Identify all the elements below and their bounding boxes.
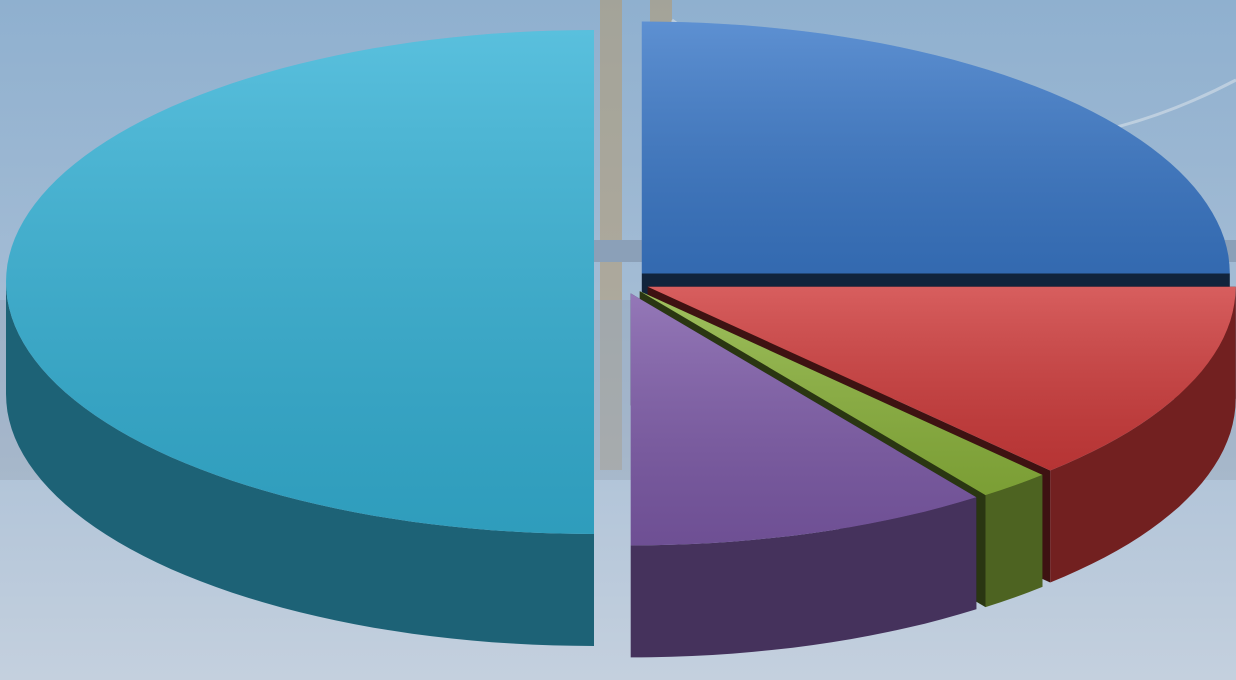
slice-top-shine	[641, 21, 1230, 274]
slice-top-shine	[630, 293, 977, 546]
pie-slice	[630, 293, 977, 658]
slice-side	[1050, 286, 1236, 583]
slice-side	[6, 282, 594, 646]
slice-top-shine	[639, 291, 1043, 496]
pie-slice	[6, 30, 594, 646]
pie	[6, 21, 1236, 658]
slice-side	[630, 497, 977, 658]
slice-top-shine	[647, 286, 1236, 471]
slice-side	[985, 474, 1043, 608]
slice-top-shine	[6, 30, 594, 534]
